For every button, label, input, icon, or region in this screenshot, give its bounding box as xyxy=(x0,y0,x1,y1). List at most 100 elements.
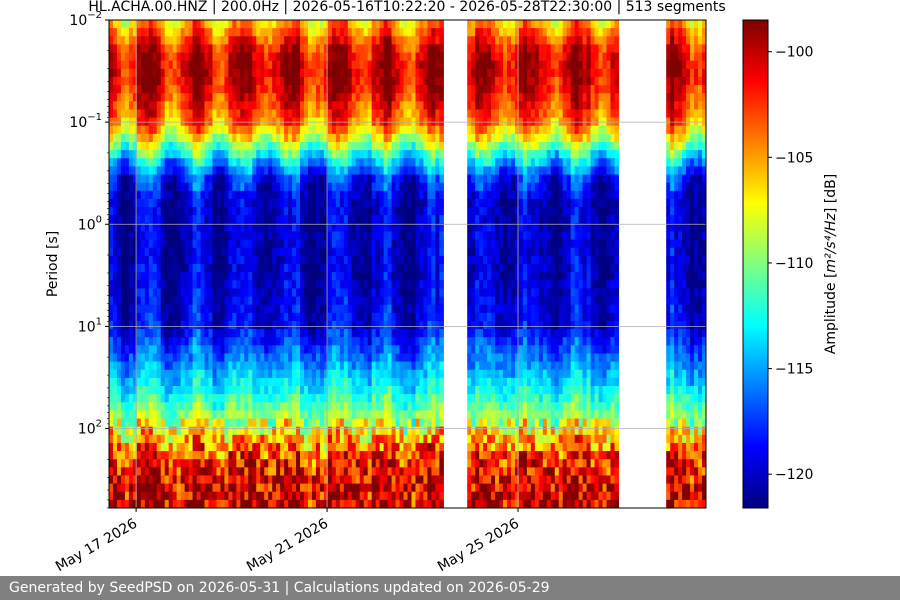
heatmap-cell xyxy=(407,418,413,428)
heatmap-cell xyxy=(204,28,210,37)
heatmap-cell xyxy=(208,483,214,493)
heatmap-cell xyxy=(112,410,118,420)
heatmap-cell xyxy=(124,125,130,135)
heatmap-cell xyxy=(272,239,277,249)
heatmap-cell xyxy=(323,320,329,330)
heatmap-cell xyxy=(268,264,273,273)
heatmap-cell xyxy=(228,76,233,86)
heatmap-cell xyxy=(379,85,385,94)
heatmap-cell xyxy=(288,475,293,485)
heatmap-cell xyxy=(244,353,249,363)
heatmap-cell xyxy=(188,125,194,135)
heatmap-cell xyxy=(311,377,317,387)
heatmap-cell xyxy=(351,28,357,37)
heatmap-cell xyxy=(236,410,241,420)
heatmap-cell xyxy=(188,150,194,159)
heatmap-cell xyxy=(112,329,118,338)
heatmap-cell xyxy=(268,337,273,346)
heatmap-cell xyxy=(248,20,253,29)
heatmap-cell xyxy=(196,296,202,306)
heatmap-cell xyxy=(264,369,269,379)
heatmap-cell xyxy=(224,93,229,102)
heatmap-cell xyxy=(140,434,146,444)
heatmap-cell xyxy=(128,337,134,346)
heatmap-cell xyxy=(252,60,257,70)
heatmap-cell xyxy=(323,451,329,460)
heatmap-cell xyxy=(315,85,321,94)
heatmap-cell xyxy=(319,215,325,224)
heatmap-cell xyxy=(343,369,349,379)
heatmap-cell xyxy=(232,402,237,411)
heatmap-cell xyxy=(355,272,361,281)
heatmap-cell xyxy=(124,491,130,501)
heatmap-cell xyxy=(383,52,389,62)
heatmap-cell xyxy=(311,288,317,298)
heatmap-cell xyxy=(244,28,249,37)
heatmap-cell xyxy=(363,207,369,216)
heatmap-cell xyxy=(399,345,405,355)
heatmap-cell xyxy=(292,345,297,355)
heatmap-cell xyxy=(224,475,229,485)
heatmap-cell xyxy=(403,239,409,249)
heatmap-cell xyxy=(184,337,190,346)
heatmap-cell xyxy=(232,85,237,94)
heatmap-cell xyxy=(327,101,333,111)
heatmap-cell xyxy=(411,312,417,322)
heatmap-cell xyxy=(236,329,241,338)
heatmap-cell xyxy=(208,215,214,224)
heatmap-cell xyxy=(116,491,122,501)
heatmap-cell xyxy=(224,36,229,45)
heatmap-cell xyxy=(339,491,345,501)
heatmap-cell xyxy=(300,369,305,379)
heatmap-cell xyxy=(109,109,114,119)
heatmap-cell xyxy=(347,247,353,257)
heatmap-cell xyxy=(327,451,333,460)
heatmap-cell xyxy=(327,76,333,86)
heatmap-cell xyxy=(375,280,381,289)
heatmap-cell xyxy=(220,394,226,403)
heatmap-cell xyxy=(351,304,357,314)
heatmap-cell xyxy=(156,207,162,216)
heatmap-cell xyxy=(288,109,293,119)
heatmap-cell xyxy=(264,288,269,298)
heatmap-cell xyxy=(216,402,222,411)
heatmap-cell xyxy=(140,280,146,289)
heatmap-cell xyxy=(308,109,313,119)
heatmap-cell xyxy=(431,418,436,428)
heatmap-cell xyxy=(387,491,393,501)
heatmap-cell xyxy=(343,20,349,29)
heatmap-cell xyxy=(351,329,357,338)
heatmap-cell xyxy=(260,272,265,281)
heatmap-cell xyxy=(288,255,293,265)
heatmap-cell xyxy=(359,402,365,411)
heatmap-cell xyxy=(264,247,269,257)
heatmap-cell xyxy=(204,475,210,485)
heatmap-cell xyxy=(116,109,122,119)
heatmap-cell xyxy=(355,361,361,371)
heatmap-cell xyxy=(415,52,421,62)
heatmap-cell xyxy=(419,20,425,29)
heatmap-cell xyxy=(284,491,289,501)
heatmap-cell xyxy=(140,475,146,485)
heatmap-cell xyxy=(176,312,182,322)
heatmap-cell xyxy=(399,150,405,159)
heatmap-cell xyxy=(140,410,146,420)
heatmap-cell xyxy=(112,68,118,78)
heatmap-cell xyxy=(327,475,333,485)
heatmap-cell xyxy=(248,166,253,176)
heatmap-cell xyxy=(144,231,150,241)
heatmap-cell xyxy=(148,402,154,411)
heatmap-cell xyxy=(351,499,357,508)
heatmap-cell xyxy=(256,320,261,330)
heatmap-cell xyxy=(152,207,158,216)
heatmap-cell xyxy=(144,491,150,501)
heatmap-cell xyxy=(347,369,353,379)
heatmap-cell xyxy=(272,142,277,151)
heatmap-cell xyxy=(204,288,210,298)
heatmap-cell xyxy=(188,459,194,468)
heatmap-cell xyxy=(280,402,285,411)
heatmap-cell xyxy=(379,442,385,452)
heatmap-cell xyxy=(144,150,150,159)
heatmap-cell xyxy=(375,247,381,257)
heatmap-cell xyxy=(236,264,241,273)
